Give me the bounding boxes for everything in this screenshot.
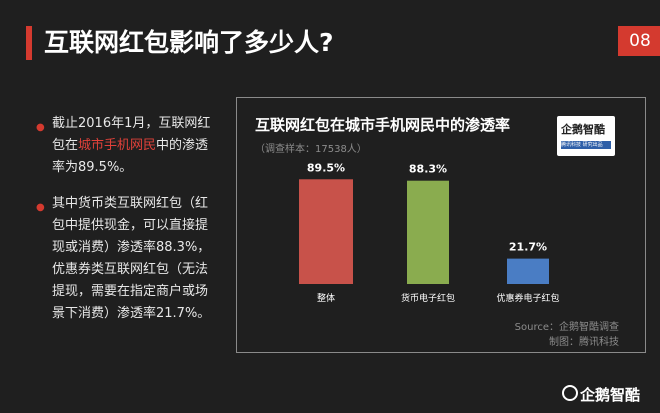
brand-logo: 企鹅智酷 腾讯科技 研究出品: [557, 116, 615, 156]
page-number-badge: 08: [620, 26, 660, 56]
chart-panel: 互联网红包在城市手机网民中的渗透率 （调查样本：17538人） 企鹅智酷 腾讯科…: [236, 97, 646, 353]
source-line: Source：企鹅智酷调查: [514, 322, 619, 333]
bar-value-label: 89.5%: [307, 161, 345, 174]
category-label: 货币电子红包: [401, 292, 455, 304]
page-title: 互联网红包影响了多少人?: [44, 28, 334, 57]
footer-logo-text: 企鹅智酷: [579, 386, 640, 404]
chart-subtitle: （调查样本：17538人）: [255, 144, 367, 155]
bullet-1-text-post: 中的渗透率为89.5%。: [52, 138, 209, 175]
penguin-logo-icon: [561, 385, 578, 401]
bar-1: [299, 179, 353, 284]
bar-2: [407, 180, 449, 284]
bullet-dot-icon: ●: [36, 122, 45, 133]
source-note: Source：企鹅智酷调查 制图：腾讯科技: [515, 320, 619, 350]
title-accent-bar: [26, 26, 32, 60]
bullet-item-1: ● 截止2016年1月，互联网红包在城市手机网民中的渗透率为89.5%。: [36, 113, 216, 179]
bar-value-label: 88.3%: [409, 163, 447, 176]
brand-logo-strip: 腾讯科技 研究出品: [561, 141, 611, 149]
bullet-1-text-pre: 截止2016年1月，互联网红包在: [52, 116, 211, 153]
credit-line: 制图：腾讯科技: [549, 337, 619, 348]
chart-title: 互联网红包在城市手机网民中的渗透率: [255, 116, 511, 134]
bar-chart: 89.5% 整体 88.3% 货币电子红包 21.7% 优惠券电子红包: [299, 161, 560, 304]
bullet-2-text: 其中货币类互联网红包（红包中提供现金，可以直接提现或消费）渗透率88.3%，优惠…: [52, 196, 211, 321]
bullet-list: ● 截止2016年1月，互联网红包在城市手机网民中的渗透率为89.5%。 ● 其…: [36, 113, 216, 339]
page-number-edge: [618, 26, 620, 56]
category-label: 优惠券电子红包: [496, 292, 559, 304]
bullet-1-highlight: 城市手机网民: [78, 138, 157, 153]
footer-logo: 企鹅智酷: [561, 384, 640, 405]
bullet-dot-icon: ●: [36, 202, 45, 213]
category-label: 整体: [317, 292, 335, 304]
bar-3: [507, 258, 549, 284]
bullet-item-2: ● 其中货币类互联网红包（红包中提供现金，可以直接提现或消费）渗透率88.3%，…: [36, 193, 216, 325]
bar-value-label: 21.7%: [509, 241, 547, 254]
brand-logo-text: 企鹅智酷: [561, 123, 605, 136]
